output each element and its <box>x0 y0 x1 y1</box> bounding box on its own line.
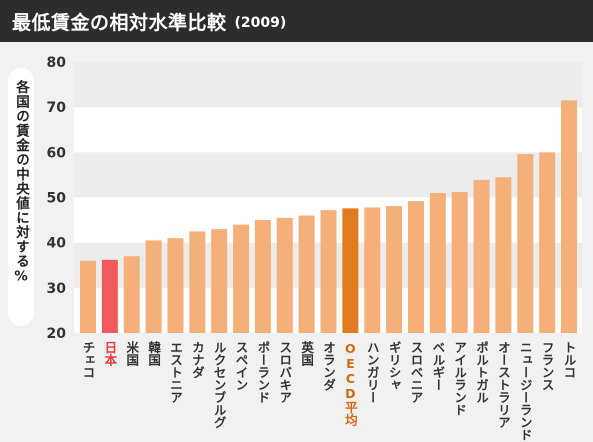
chart-title: 最低賃金の相対水準比較 <box>12 11 227 34</box>
bar <box>211 229 228 333</box>
x-tick-label: トルコ <box>562 341 577 379</box>
x-tick-label: 韓国 <box>146 340 161 367</box>
bar <box>101 259 118 333</box>
y-tick-label: 40 <box>47 236 67 252</box>
y-tick-label: 50 <box>47 191 67 207</box>
bar <box>320 210 337 333</box>
y-axis-label: 各国の賃金の中央値に対する% <box>13 80 29 286</box>
x-tick-label: OECD平均 <box>343 341 358 427</box>
x-tick-label: エストニア <box>168 341 183 404</box>
x-axis-labels: チェコ 日本 米国 韓国 エストニア カナダ ルクセンブルグ スペイン ポーランド スロバキア 英国… <box>81 340 577 441</box>
bar <box>451 192 468 333</box>
y-tick-label: 70 <box>47 100 67 116</box>
chart-header: 最低賃金の相対水準比較 (2009) <box>0 0 593 42</box>
y-tick-label: 80 <box>47 55 67 71</box>
bar <box>495 177 512 333</box>
x-tick-label: ポルトガル <box>474 340 489 404</box>
bar <box>80 260 96 333</box>
x-tick-label: チェコ <box>81 341 96 379</box>
bar <box>123 256 140 333</box>
chart-subtitle: (2009) <box>234 14 287 31</box>
x-tick-label: ベルギー <box>430 341 445 391</box>
bar <box>233 224 250 333</box>
x-tick-label: オランダ <box>321 341 336 391</box>
bar <box>276 217 293 333</box>
x-tick-label: アイルランド <box>452 341 467 416</box>
x-tick-label: スロバキア <box>277 341 292 404</box>
bar <box>342 208 359 333</box>
bar <box>298 215 315 333</box>
x-tick-label: スロベニア <box>408 341 423 404</box>
bar <box>539 152 556 333</box>
grid-band <box>74 107 582 153</box>
y-tick-label: 20 <box>47 326 67 342</box>
y-axis-ticks: 20 30 40 50 60 70 80 <box>47 55 67 342</box>
x-tick-label: フランス <box>540 341 555 391</box>
x-tick-label: 米国 <box>124 340 139 367</box>
bar <box>189 231 206 333</box>
bar <box>407 201 424 333</box>
x-tick-label: オーストラリア <box>496 341 511 429</box>
bar <box>429 192 446 333</box>
x-tick-label: ルクセンブルグ <box>212 341 227 429</box>
y-tick-label: 60 <box>47 145 67 161</box>
x-tick-label: ポーランド <box>255 340 270 404</box>
y-axis-label-pill: 各国の賃金の中央値に対する% <box>8 68 34 326</box>
x-tick-label: ハンガリー <box>365 341 380 404</box>
bar <box>167 238 184 333</box>
x-tick-label: 英国 <box>299 340 314 367</box>
bar <box>364 207 381 333</box>
bar <box>145 240 162 333</box>
grid-band <box>74 62 582 108</box>
x-tick-label: ギリシャ <box>387 340 402 391</box>
x-tick-label: スペイン <box>234 341 249 391</box>
x-tick-label: カナダ <box>190 341 205 379</box>
bar <box>517 154 534 333</box>
x-tick-label: 日本 <box>102 341 117 367</box>
bar <box>561 100 577 334</box>
bar <box>254 220 271 333</box>
bar <box>386 206 403 333</box>
bars <box>80 100 577 334</box>
y-tick-label: 30 <box>47 281 67 297</box>
bar <box>473 179 490 333</box>
x-tick-label: ニュージーランド <box>518 341 533 441</box>
